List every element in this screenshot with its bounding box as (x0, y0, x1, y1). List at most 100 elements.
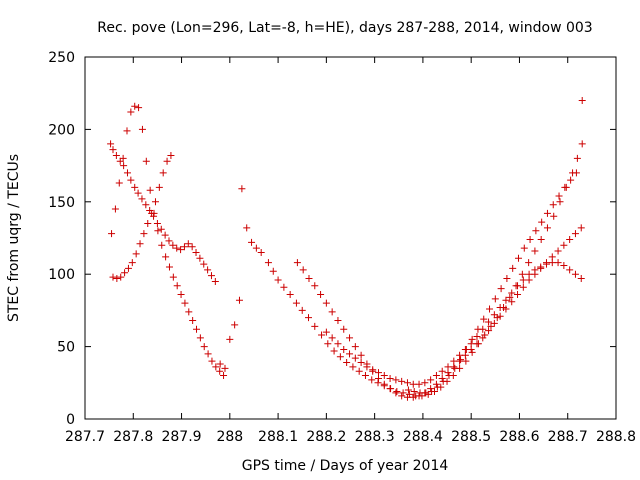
data-point (317, 290, 325, 298)
data-point (204, 266, 212, 274)
data-point (173, 282, 181, 290)
data-point (185, 308, 193, 316)
data-point (322, 299, 330, 307)
x-tick-label: 287.8 (113, 429, 153, 445)
data-point (357, 351, 365, 359)
x-tick-label: 288.3 (355, 429, 395, 445)
data-point (330, 347, 338, 355)
data-point (318, 331, 326, 339)
data-point (123, 169, 131, 177)
data-point (165, 263, 173, 271)
data-point (531, 266, 539, 274)
data-point (142, 157, 150, 165)
data-point (264, 259, 272, 267)
data-point (140, 230, 148, 238)
data-point (496, 312, 504, 320)
data-point (485, 327, 493, 335)
data-point (369, 366, 377, 374)
data-point (235, 296, 243, 304)
data-point (450, 357, 458, 365)
data-point (211, 277, 219, 285)
data-point (161, 231, 169, 239)
data-point (231, 321, 239, 329)
data-point (169, 241, 177, 249)
data-point (207, 272, 215, 280)
data-point (109, 146, 117, 154)
data-point (573, 154, 581, 162)
data-point (343, 359, 351, 367)
data-point (158, 241, 166, 249)
data-point (386, 385, 394, 393)
data-point (243, 224, 251, 232)
data-point (163, 157, 171, 165)
data-point (180, 243, 188, 251)
data-point (398, 377, 406, 385)
data-point (490, 319, 498, 327)
data-point (298, 306, 306, 314)
data-point (526, 235, 534, 243)
data-point (113, 275, 121, 283)
data-point (432, 372, 440, 380)
data-point (200, 260, 208, 268)
data-point (216, 360, 224, 368)
data-point (468, 348, 476, 356)
data-point (532, 227, 540, 235)
data-point (577, 224, 585, 232)
data-point (116, 157, 124, 165)
data-point (311, 282, 319, 290)
data-point (480, 315, 488, 323)
data-point (497, 285, 505, 293)
data-point (393, 387, 401, 395)
data-point (188, 243, 196, 251)
data-point (248, 238, 256, 246)
data-point (445, 372, 453, 380)
axis-ticks: 287.7 287.8 287.9 288 288.1 288.2 288.3 288.4 28… (48, 50, 636, 445)
data-point (286, 290, 294, 298)
data-point (292, 299, 300, 307)
data-point (200, 343, 208, 351)
data-point (566, 266, 574, 274)
data-point (252, 244, 260, 252)
data-point (159, 169, 167, 177)
data-point (493, 314, 501, 322)
data-point (514, 282, 522, 290)
data-point (543, 224, 551, 232)
data-point (537, 235, 545, 243)
data-point (572, 169, 580, 177)
data-point (567, 176, 575, 184)
data-point (474, 325, 482, 333)
data-point (340, 325, 348, 333)
data-point (212, 363, 220, 371)
data-point (554, 259, 562, 267)
data-point (485, 318, 493, 326)
data-point (491, 295, 499, 303)
data-point (566, 235, 574, 243)
data-point (554, 247, 562, 255)
data-point (422, 389, 430, 397)
data-point (368, 376, 376, 384)
data-point (221, 364, 229, 372)
x-tick-label: 288.2 (306, 429, 346, 445)
data-point (432, 380, 440, 388)
data-point (151, 198, 159, 206)
data-point (487, 322, 495, 330)
x-tick-label: 288.4 (403, 429, 443, 445)
x-tick-label: 288.8 (596, 429, 636, 445)
data-point (119, 154, 127, 162)
data-point (490, 311, 498, 319)
x-tick-label: 288 (216, 429, 243, 445)
data-point (421, 379, 429, 387)
data-point (173, 244, 181, 252)
data-point (444, 363, 452, 371)
data-point (518, 270, 526, 278)
data-point (355, 367, 363, 375)
data-point (525, 270, 533, 278)
data-point (138, 195, 146, 203)
data-point (257, 248, 265, 256)
data-point (578, 96, 586, 104)
data-point (462, 345, 470, 353)
data-point (531, 247, 539, 255)
data-point (131, 183, 139, 191)
data-point (496, 304, 504, 312)
data-point (115, 179, 123, 187)
